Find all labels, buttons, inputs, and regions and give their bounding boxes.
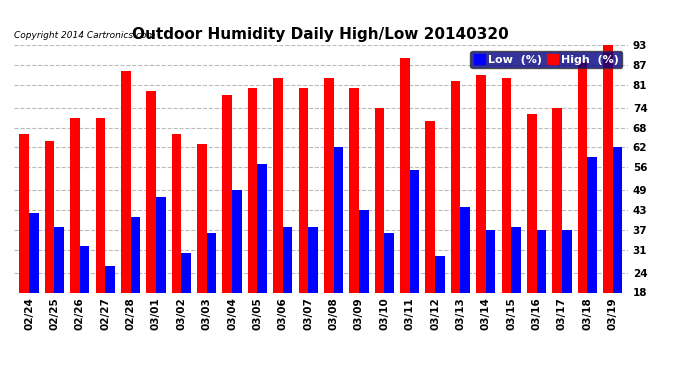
Legend: Low  (%), High  (%): Low (%), High (%) (471, 51, 622, 68)
Bar (410, 170, 420, 352)
Bar (562, 230, 571, 352)
Bar (146, 91, 156, 352)
Bar (502, 78, 511, 352)
Bar (181, 253, 191, 352)
Bar (511, 226, 521, 352)
Bar (435, 256, 444, 352)
Bar (172, 134, 181, 352)
Bar (324, 78, 333, 352)
Bar (299, 88, 308, 352)
Bar (70, 118, 80, 352)
Bar (552, 108, 562, 352)
Bar (130, 217, 140, 352)
Bar (283, 226, 293, 352)
Bar (29, 213, 39, 352)
Bar (308, 226, 318, 352)
Bar (476, 75, 486, 352)
Bar (45, 141, 55, 352)
Bar (426, 121, 435, 352)
Title: Outdoor Humidity Daily High/Low 20140320: Outdoor Humidity Daily High/Low 20140320 (132, 27, 509, 42)
Bar (197, 144, 207, 352)
Bar (80, 246, 90, 352)
Bar (257, 164, 267, 352)
Bar (333, 147, 343, 352)
Bar (451, 81, 460, 352)
Bar (400, 58, 410, 352)
Bar (587, 157, 597, 352)
Bar (613, 147, 622, 352)
Text: Copyright 2014 Cartronics.com: Copyright 2014 Cartronics.com (14, 31, 155, 40)
Bar (156, 197, 166, 352)
Bar (359, 210, 368, 352)
Bar (105, 266, 115, 352)
Bar (486, 230, 495, 352)
Bar (273, 78, 283, 352)
Bar (349, 88, 359, 352)
Bar (384, 233, 394, 352)
Bar (460, 207, 470, 352)
Bar (527, 114, 537, 352)
Bar (121, 71, 130, 352)
Bar (603, 45, 613, 352)
Bar (55, 226, 64, 352)
Bar (207, 233, 216, 352)
Bar (232, 190, 241, 352)
Bar (578, 62, 587, 352)
Bar (95, 118, 105, 352)
Bar (375, 108, 384, 352)
Bar (537, 230, 546, 352)
Bar (248, 88, 257, 352)
Bar (222, 94, 232, 352)
Bar (19, 134, 29, 352)
